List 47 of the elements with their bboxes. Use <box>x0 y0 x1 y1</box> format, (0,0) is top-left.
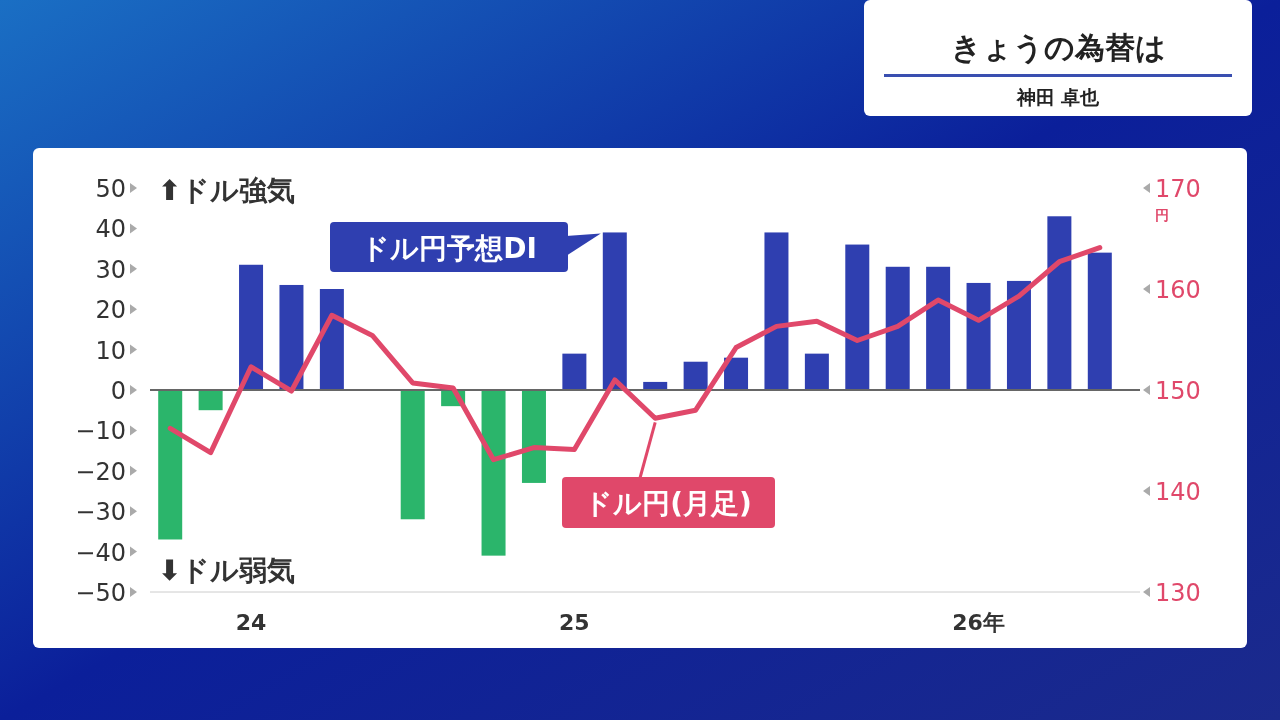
y-tick-label: 10 <box>95 336 126 365</box>
bar <box>239 264 264 390</box>
x-tick-label: 24 <box>235 610 267 635</box>
bar <box>400 390 425 520</box>
bar <box>319 289 344 390</box>
bar <box>804 353 829 390</box>
y-tick-label: −30 <box>75 498 126 527</box>
bar <box>1047 216 1072 390</box>
bar <box>1087 252 1112 390</box>
chart-title: きょうの為替は <box>950 30 1166 65</box>
bar <box>724 357 749 390</box>
y-tick-label: −10 <box>75 417 126 446</box>
bar <box>521 390 546 483</box>
bar <box>602 232 627 390</box>
series-label: ドル円(月足) <box>584 487 752 520</box>
y-tick-label: 50 <box>95 175 126 203</box>
annotation: ⬇ドル弱気 <box>158 554 296 587</box>
y2-tick-label: 150 <box>1155 377 1201 405</box>
bar <box>198 390 223 411</box>
y-tick-label: 20 <box>95 296 126 325</box>
bar <box>481 390 506 556</box>
y2-axis-title: 円 <box>1155 207 1169 223</box>
bar <box>885 266 910 390</box>
y-tick-label: −20 <box>75 457 126 486</box>
chart-subtitle: 神田 卓也 <box>1015 86 1101 108</box>
bar <box>562 353 587 390</box>
bar <box>1006 280 1031 390</box>
bar <box>683 361 708 390</box>
bar <box>926 266 951 390</box>
bar <box>279 284 304 390</box>
y-tick-label: −50 <box>75 579 126 607</box>
x-tick-label: 26年 <box>952 610 1005 635</box>
y2-tick-label: 170 <box>1155 175 1201 203</box>
y2-tick-label: 140 <box>1155 478 1201 506</box>
x-tick-label: 25 <box>559 610 590 635</box>
y-tick-label: 40 <box>95 215 126 244</box>
y-tick-label: 0 <box>110 377 126 405</box>
annotation: ⬆ドル強気 <box>158 174 296 207</box>
y2-tick-label: 130 <box>1155 579 1201 607</box>
y-tick-label: −40 <box>75 538 126 567</box>
bar <box>158 390 183 540</box>
legend-label: ドル円予想DI <box>361 232 537 265</box>
y-tick-label: 30 <box>95 255 126 284</box>
y2-tick-label: 160 <box>1155 276 1201 304</box>
bar <box>845 244 870 390</box>
bar <box>764 232 789 390</box>
bar <box>966 282 991 390</box>
